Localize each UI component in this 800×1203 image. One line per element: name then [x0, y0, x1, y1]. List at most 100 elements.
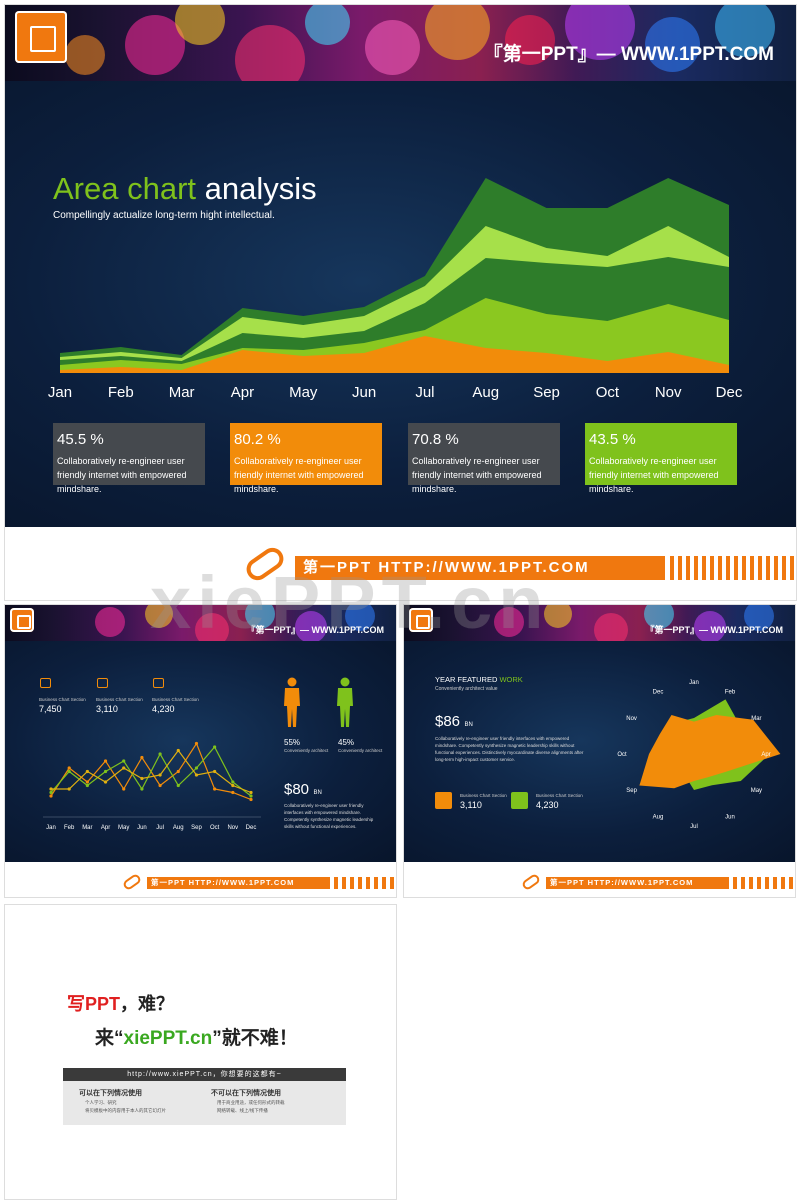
line-point [231, 790, 235, 795]
x-tick-label: Jun [352, 384, 376, 401]
line-point [85, 769, 89, 774]
line-point [140, 787, 144, 791]
line-point [213, 769, 217, 774]
x-tick-label: Oct [596, 384, 620, 401]
line-point [140, 776, 144, 781]
line-point [49, 790, 53, 795]
footer-stripes [670, 556, 796, 580]
card-percent: 70.8 % [412, 431, 459, 448]
line-point [103, 759, 108, 763]
radar-axis-label: Sep [626, 788, 637, 794]
can-use-item: 个人学习、研究 [85, 1100, 117, 1105]
female-label: Conveniently architect [338, 748, 383, 753]
line-point [176, 769, 180, 774]
x-tick-label: Apr [101, 825, 110, 831]
stat-label: Business Chart Section [152, 697, 199, 702]
promo-line-2: 来“xiePPT.cn”就不难！ [95, 1023, 298, 1050]
x-tick-label: Jan [46, 825, 56, 831]
area-series-3 [60, 298, 729, 373]
cannot-use-item: 网络转载、线上/线下传播 [217, 1108, 268, 1113]
x-tick-label: Oct [210, 825, 220, 831]
stat-value: 4,230 [536, 800, 559, 810]
line-point [249, 797, 253, 802]
line-series-1 [50, 745, 252, 797]
summary-card: 80.2 % Collaboratively re-engineer user f… [230, 423, 382, 494]
x-tick-label: Jul [415, 384, 434, 401]
radar-axis-label: Jul [690, 824, 698, 830]
line-point [85, 783, 89, 788]
x-tick-label: Apr [231, 384, 254, 401]
section-subtitle: Conveniently architect value [435, 686, 498, 692]
slide-line-chart[interactable]: 『第一PPT』— WWW.1PPT.COM 55% Conveniently a… [4, 604, 397, 898]
bokeh-banner [5, 605, 396, 641]
line-point [194, 741, 199, 746]
line-point [103, 780, 108, 784]
stat-icon-box [511, 792, 528, 809]
x-tick-label: May [289, 384, 318, 401]
line-point [249, 790, 253, 795]
radar-axis-label: Oct [617, 752, 627, 758]
slide-promo[interactable]: 写PPT，难？ 来“xiePPT.cn”就不难！ http://www.xieP… [4, 904, 397, 1200]
radar-chart: Jan Feb Mar Apr May Jun Jul Aug Sep Oct Nov Dec [617, 680, 781, 830]
slide-radar-chart[interactable]: 『第一PPT』— WWW.1PPT.COM YEAR FEATURED WORK… [403, 604, 796, 898]
stat-value: 3,110 [96, 704, 118, 714]
stat-icon-box [435, 792, 452, 809]
x-tick-label: Feb [64, 825, 75, 831]
line-point [158, 773, 162, 777]
stat-label: Business Chart Section [39, 697, 86, 702]
promo-red-text: 写PPT [67, 994, 121, 1014]
price-unit: BN [464, 722, 473, 728]
app-logo-icon [409, 608, 433, 632]
price-unit: BN [313, 790, 322, 796]
x-tick-label: Mar [82, 825, 92, 831]
card-percent: 80.2 % [234, 431, 281, 448]
promo-site-name: xiePPT.cn [123, 1028, 213, 1049]
x-tick-label: Mar [169, 384, 195, 401]
line-point [103, 769, 108, 774]
line-point [213, 787, 217, 791]
price-amount: $80 [284, 781, 310, 798]
x-tick-label: Feb [108, 384, 134, 401]
footer-banner: 第一PPT HTTP://WWW.1PPT.COM [546, 877, 729, 889]
chart-title: Area chart analysis [53, 171, 317, 207]
x-tick-label: Dec [246, 825, 257, 831]
section-title: YEAR FEATURED WORK [435, 675, 523, 684]
line-point [213, 745, 217, 749]
area-chart: Jan Feb Mar Apr May Jun Jul Aug Sep Oct Nov Dec [48, 178, 743, 401]
male-figure-icon [284, 677, 300, 727]
footer-link-icon [121, 872, 143, 892]
line-chart: Jan Feb Mar Apr May Jun Jul Aug Sep Oct Nov Dec [43, 741, 261, 831]
footer-banner: 第一PPT HTTP://WWW.1PPT.COM [295, 556, 665, 580]
radar-axis-label: Aug [653, 814, 664, 820]
stat-label: Business Chart Section [460, 793, 507, 798]
line-point [158, 752, 162, 756]
slide-area-chart[interactable]: 『第一PPT』— WWW.1PPT.COM Area chart analysi… [4, 4, 797, 601]
header-site-text: 『第一PPT』— WWW.1PPT.COM [246, 625, 384, 635]
can-use-title: 可以在下列情况使用 [79, 1090, 142, 1097]
x-tick-label: Jul [156, 825, 164, 831]
footer-banner: 第一PPT HTTP://WWW.1PPT.COM [147, 877, 330, 889]
summary-card: 45.5 % Collaboratively re-engineer user f… [53, 423, 205, 494]
summary-card: 70.8 % Collaboratively re-engineer user f… [408, 423, 560, 494]
x-tick-label: Sep [533, 384, 560, 401]
card-percent: 43.5 % [589, 431, 636, 448]
stat-value: 7,450 [39, 704, 62, 714]
line-point [49, 787, 53, 791]
chart-title-green: Area chart [53, 171, 197, 206]
card-description: Collaboratively re-engineer user friendl… [589, 456, 719, 494]
price-value: $80 BN [284, 781, 322, 799]
chart-subtitle: Compellingly actualize long-term hight i… [53, 210, 275, 221]
stat-label: Business Chart Section [96, 697, 143, 702]
line-point [176, 748, 180, 753]
footer-stripes [334, 877, 396, 889]
x-tick-label: Nov [227, 825, 238, 831]
radar-axis-label: Feb [725, 690, 736, 696]
female-figure-icon [337, 677, 353, 727]
x-tick-label: Sep [191, 825, 202, 831]
promo-suffix: ”就不难！ [212, 1028, 298, 1049]
promo-url-bar: http://www.xiePPT.cn，你想要的这都有~ [63, 1068, 346, 1081]
male-percent: 55% [284, 738, 301, 747]
cannot-use-item: 用于商业用途，或任何形式的转载 [217, 1100, 285, 1105]
app-logo-icon [15, 11, 67, 63]
usage-rules-table: 可以在下列情况使用 个人学习、研究 将贝模板中的内容用于本人的其它幻灯片 不可以… [63, 1081, 346, 1125]
